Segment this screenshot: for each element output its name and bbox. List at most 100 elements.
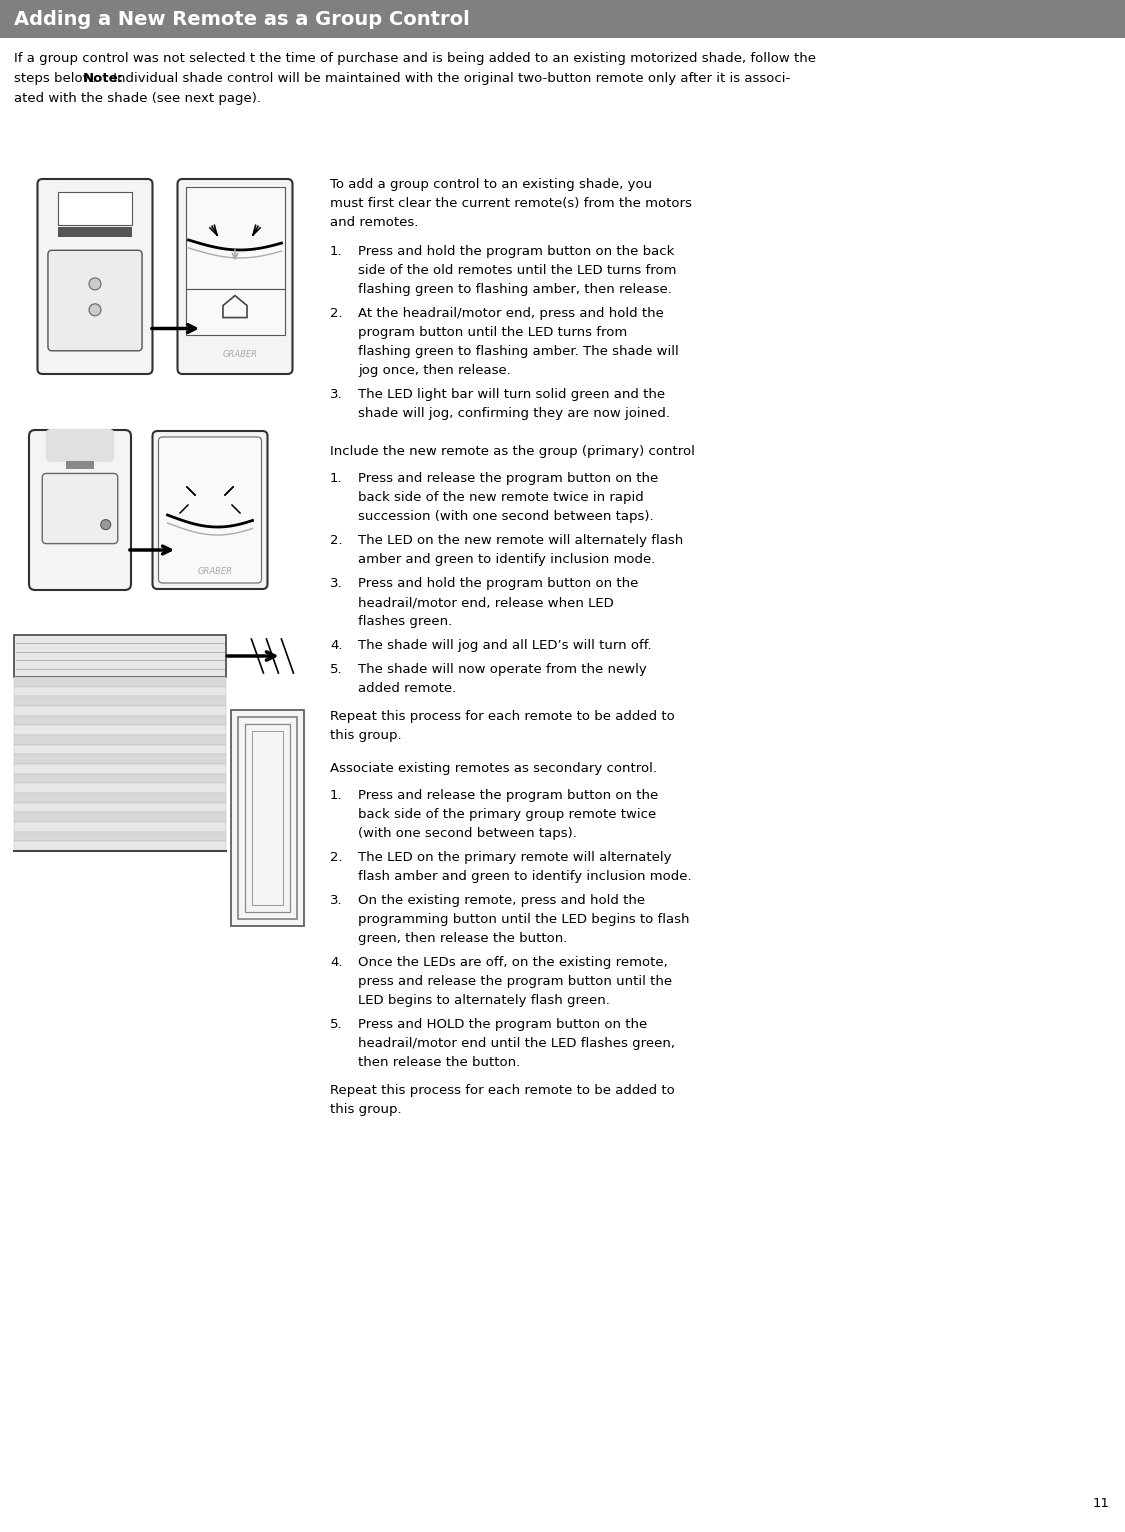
Text: 1.: 1. xyxy=(330,245,343,257)
Text: GRABER: GRABER xyxy=(223,349,258,358)
Text: Once the LEDs are off, on the existing remote,: Once the LEDs are off, on the existing r… xyxy=(358,956,668,970)
Text: 3.: 3. xyxy=(330,578,343,590)
Text: green, then release the button.: green, then release the button. xyxy=(358,931,567,945)
Text: If a group control was not selected t the time of purchase and is being added to: If a group control was not selected t th… xyxy=(14,52,816,64)
Bar xyxy=(238,717,297,919)
Text: 4.: 4. xyxy=(330,956,342,970)
Text: LED begins to alternately flash green.: LED begins to alternately flash green. xyxy=(358,994,610,1007)
Text: The LED on the primary remote will alternately: The LED on the primary remote will alter… xyxy=(358,850,672,864)
Text: back side of the primary group remote twice: back side of the primary group remote tw… xyxy=(358,807,656,821)
FancyBboxPatch shape xyxy=(159,437,261,584)
Text: added remote.: added remote. xyxy=(358,682,457,696)
Text: Press and release the program button on the: Press and release the program button on … xyxy=(358,789,658,801)
Text: Repeat this process for each remote to be added to: Repeat this process for each remote to b… xyxy=(330,709,675,723)
Text: Press and HOLD the program button on the: Press and HOLD the program button on the xyxy=(358,1017,647,1031)
Bar xyxy=(14,754,226,764)
FancyBboxPatch shape xyxy=(178,179,292,374)
Text: back side of the new remote twice in rapid: back side of the new remote twice in rap… xyxy=(358,490,644,504)
Text: flashing green to flashing amber, then release.: flashing green to flashing amber, then r… xyxy=(358,283,672,296)
Text: On the existing remote, press and hold the: On the existing remote, press and hold t… xyxy=(358,895,645,907)
Bar xyxy=(14,812,226,823)
FancyBboxPatch shape xyxy=(153,430,268,588)
Bar xyxy=(245,725,290,912)
Bar xyxy=(14,823,226,832)
Text: At the headrail/motor end, press and hold the: At the headrail/motor end, press and hol… xyxy=(358,306,664,320)
Bar xyxy=(252,731,284,905)
Bar xyxy=(14,832,226,841)
Bar xyxy=(14,634,309,935)
Text: Associate existing remotes as secondary control.: Associate existing remotes as secondary … xyxy=(330,761,657,775)
Bar xyxy=(232,709,304,925)
Text: this group.: this group. xyxy=(330,1103,402,1115)
Bar xyxy=(14,677,226,686)
Text: headrail/motor end until the LED flashes green,: headrail/motor end until the LED flashes… xyxy=(358,1037,675,1049)
Bar xyxy=(14,803,226,812)
Bar xyxy=(14,697,226,706)
Text: Note:: Note: xyxy=(82,72,124,84)
Bar xyxy=(14,715,226,725)
Text: headrail/motor end, release when LED: headrail/motor end, release when LED xyxy=(358,596,614,610)
Bar xyxy=(14,764,226,774)
Text: and remotes.: and remotes. xyxy=(330,216,418,228)
Bar xyxy=(14,725,226,735)
Text: flashing green to flashing amber. The shade will: flashing green to flashing amber. The sh… xyxy=(358,345,678,358)
Text: 1.: 1. xyxy=(330,472,343,486)
Text: flash amber and green to identify inclusion mode.: flash amber and green to identify inclus… xyxy=(358,870,692,882)
Bar xyxy=(14,794,226,803)
Text: GRABER: GRABER xyxy=(198,567,233,576)
Bar xyxy=(14,634,226,677)
Text: 1.: 1. xyxy=(330,789,343,801)
Text: 2.: 2. xyxy=(330,850,343,864)
Text: The shade will now operate from the newly: The shade will now operate from the newl… xyxy=(358,663,647,676)
Bar xyxy=(14,686,226,697)
Text: The LED on the new remote will alternately flash: The LED on the new remote will alternate… xyxy=(358,535,683,547)
Text: Adding a New Remote as a Group Control: Adding a New Remote as a Group Control xyxy=(14,9,470,29)
FancyBboxPatch shape xyxy=(43,473,118,544)
Text: amber and green to identify inclusion mode.: amber and green to identify inclusion mo… xyxy=(358,553,656,565)
Bar xyxy=(66,461,95,469)
Bar xyxy=(14,783,226,794)
Text: 2.: 2. xyxy=(330,306,343,320)
FancyBboxPatch shape xyxy=(46,429,115,461)
Bar xyxy=(14,735,226,745)
Text: flashes green.: flashes green. xyxy=(358,614,452,628)
Text: Individual shade control will be maintained with the original two-button remote : Individual shade control will be maintai… xyxy=(109,72,790,84)
Bar xyxy=(14,841,226,850)
Text: steps below.: steps below. xyxy=(14,72,100,84)
Text: succession (with one second between taps).: succession (with one second between taps… xyxy=(358,510,654,522)
Text: 5.: 5. xyxy=(330,1017,343,1031)
Text: jog once, then release.: jog once, then release. xyxy=(358,365,511,377)
Bar xyxy=(58,192,132,225)
Text: Repeat this process for each remote to be added to: Repeat this process for each remote to b… xyxy=(330,1085,675,1097)
Text: 3.: 3. xyxy=(330,388,343,401)
Text: 2.: 2. xyxy=(330,535,343,547)
Text: Include the new remote as the group (primary) control: Include the new remote as the group (pri… xyxy=(330,444,695,458)
Text: To add a group control to an existing shade, you: To add a group control to an existing sh… xyxy=(330,178,652,192)
Text: shade will jog, confirming they are now joined.: shade will jog, confirming they are now … xyxy=(358,408,670,420)
Text: 11: 11 xyxy=(1094,1497,1110,1511)
Text: 4.: 4. xyxy=(330,639,342,653)
Text: Press and hold the program button on the: Press and hold the program button on the xyxy=(358,578,638,590)
Circle shape xyxy=(89,277,101,290)
Circle shape xyxy=(89,303,101,316)
Circle shape xyxy=(101,519,110,530)
Text: 3.: 3. xyxy=(330,895,343,907)
Text: ated with the shade (see next page).: ated with the shade (see next page). xyxy=(14,92,261,106)
Text: The shade will jog and all LED’s will turn off.: The shade will jog and all LED’s will tu… xyxy=(358,639,651,653)
Bar xyxy=(14,774,226,783)
Text: program button until the LED turns from: program button until the LED turns from xyxy=(358,326,628,339)
Text: press and release the program button until the: press and release the program button unt… xyxy=(358,974,672,988)
Text: The LED light bar will turn solid green and the: The LED light bar will turn solid green … xyxy=(358,388,665,401)
Bar xyxy=(186,288,285,336)
FancyBboxPatch shape xyxy=(48,250,142,351)
FancyBboxPatch shape xyxy=(37,179,153,374)
Text: then release the button.: then release the button. xyxy=(358,1056,520,1069)
Bar xyxy=(14,706,226,715)
Text: side of the old remotes until the LED turns from: side of the old remotes until the LED tu… xyxy=(358,264,676,277)
Bar xyxy=(14,745,226,754)
Bar xyxy=(58,227,132,237)
Text: (with one second between taps).: (with one second between taps). xyxy=(358,827,577,840)
Text: must first clear the current remote(s) from the motors: must first clear the current remote(s) f… xyxy=(330,198,692,210)
Bar xyxy=(0,0,1125,38)
FancyBboxPatch shape xyxy=(29,430,130,590)
